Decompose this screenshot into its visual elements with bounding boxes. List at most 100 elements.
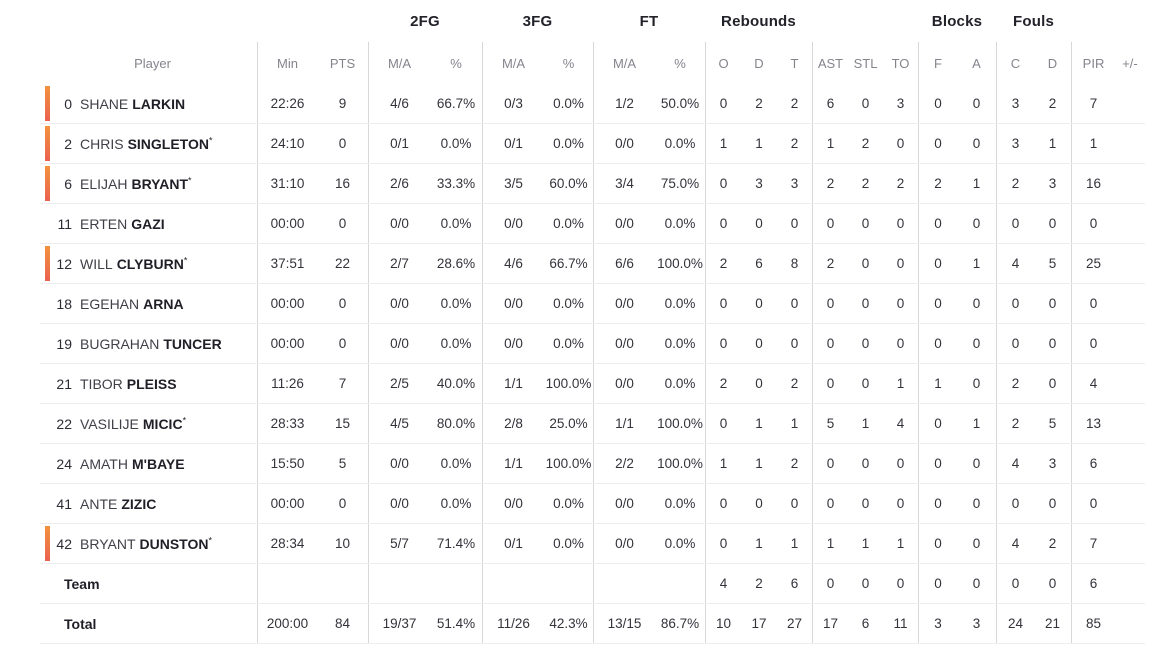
stat-cell-fg2-pct: 28.6% [436, 256, 476, 271]
player-cell[interactable]: 21 TIBOR PLEISS [40, 364, 257, 403]
stat-cell-to: 11 [893, 616, 908, 631]
stat-cell-pts: 10 [334, 536, 351, 551]
stat-cell-ft-ma: 6/6 [593, 244, 655, 283]
player-first-name: SHANE [80, 95, 129, 112]
stat-cell-reb-d: 1 [755, 536, 763, 551]
on-court-indicator [45, 86, 50, 121]
stat-cell-ast: 6 [812, 84, 848, 123]
stat-cell-ft-pct [655, 564, 705, 603]
stat-cell-reb-d: 0 [755, 496, 763, 511]
stat-cell-fg2-pct: 40.0% [436, 376, 476, 391]
player-cell[interactable]: 41 ANTE ZIZIC [40, 484, 257, 523]
player-row-11[interactable]: 11 ERTEN GAZI 00:00 0 0/0 0.0% 0/0 0.0% 0/0 0.0%… [40, 204, 1145, 244]
stat-cell-stl: 0 [861, 376, 870, 391]
group-label-2fg: 2FG [410, 12, 440, 30]
player-cell[interactable]: 42 BRYANT DUNSTON* [40, 524, 257, 563]
player-cell[interactable]: 6 ELIJAH BRYANT* [40, 164, 257, 203]
stat-cell-fg2-pct: 33.3% [436, 176, 476, 191]
stat-cell-blk-a: 0 [972, 496, 981, 511]
player-cell[interactable]: 0 SHANE LARKIN [40, 84, 257, 123]
stat-cell-pir: 6 [1071, 564, 1115, 603]
player-row-0[interactable]: 0 SHANE LARKIN 22:26 9 4/6 66.7% 0/3 0.0% 1/2 50… [40, 84, 1145, 124]
player-name: SHANE LARKIN [80, 96, 185, 112]
stat-cell-ast: 1 [812, 124, 848, 163]
stat-cell-reb-t: 2 [790, 376, 799, 391]
stat-cell-fg2-pct: 0.0% [440, 296, 472, 311]
jersey-number: 18 [56, 295, 72, 312]
stat-cell-fg2-pct: 0.0% [440, 456, 472, 471]
player-row-19[interactable]: 19 BUGRAHAN TUNCER 00:00 0 0/0 0.0% 0/0 0.0% 0/… [40, 324, 1145, 364]
stat-cell-fg3-pct: 60.0% [549, 176, 588, 191]
stat-cell-fg3-pct: 66.7% [549, 256, 588, 271]
stat-cell-fg2-ma: 2/6 [368, 164, 430, 203]
player-first-name: ERTEN [80, 215, 128, 232]
stat-cell-to: 2 [896, 176, 905, 191]
player-cell[interactable]: 12 WILL CLYBURN* [40, 244, 257, 283]
player-last-name: CLYBURN [116, 255, 184, 272]
boxscore-table: 2FG 3FG FT Rebounds Blocks Fouls Player … [40, 0, 1145, 644]
row-label: Total [64, 615, 97, 632]
stat-cell-foul-c: 4 [996, 244, 1034, 283]
stat-cell-blk-a: 0 [972, 336, 981, 351]
stat-cell-ft-ma: 0/0 [593, 204, 655, 243]
stat-cell-min: 200:00 [257, 604, 317, 643]
player-row-21[interactable]: 21 TIBOR PLEISS 11:26 7 2/5 40.0% 1/1 100.0% 0/… [40, 364, 1145, 404]
column-header-3fg-ma: M/A [482, 42, 544, 84]
player-row-6[interactable]: 6 ELIJAH BRYANT* 31:10 16 2/6 33.3% 3/5 60.0% 3… [40, 164, 1145, 204]
player-row-22[interactable]: 22 VASILIJE MICIC* 28:33 15 4/5 80.0% 2/8 25.0… [40, 404, 1145, 444]
player-cell[interactable]: 11 ERTEN GAZI [40, 204, 257, 243]
stat-cell-fg2-ma: 4/6 [368, 84, 430, 123]
stat-cell-fg3-ma: 1/1 [482, 364, 544, 403]
player-row-42[interactable]: 42 BRYANT DUNSTON* 28:34 10 5/7 71.4% 0/1 0.0%… [40, 524, 1145, 564]
stat-cell-foul-c: 0 [996, 204, 1034, 243]
stat-cell-pir: 16 [1071, 164, 1115, 203]
stat-cell-plus-minus [1115, 204, 1145, 243]
stat-cell-ast: 0 [812, 324, 848, 363]
jersey-number: 22 [56, 415, 72, 432]
stat-cell-ft-ma: 0/0 [593, 324, 655, 363]
stat-cell-plus-minus [1115, 484, 1145, 523]
stat-cell-blk-f: 0 [918, 284, 957, 323]
stat-cell-min: 28:33 [257, 404, 317, 443]
stat-cell-ft-ma: 3/4 [593, 164, 655, 203]
group-label-rebounds: Rebounds [721, 12, 796, 30]
stat-cell-plus-minus [1115, 324, 1145, 363]
stat-cell-stl: 0 [861, 576, 870, 591]
player-cell[interactable]: 19 BUGRAHAN TUNCER [40, 324, 257, 363]
column-header-2fg-ma: M/A [368, 42, 430, 84]
player-row-12[interactable]: 12 WILL CLYBURN* 37:51 22 2/7 28.6% 4/6 66.7% 6… [40, 244, 1145, 284]
stat-cell-min: 00:00 [257, 484, 317, 523]
player-row-2[interactable]: 2 CHRIS SINGLETON* 24:10 0 0/1 0.0% 0/1 0.0% 0/… [40, 124, 1145, 164]
stat-cell-reb-t: 0 [790, 496, 799, 511]
stat-cell-plus-minus [1115, 164, 1145, 203]
player-cell[interactable]: 18 EGEHAN ARNA [40, 284, 257, 323]
stat-cell-fg3-ma: 4/6 [482, 244, 544, 283]
stat-cell-fg2-pct: 0.0% [440, 496, 472, 511]
stat-cell-fg3-ma: 0/0 [482, 484, 544, 523]
stat-cell-stl: 6 [861, 616, 870, 631]
stat-cell-ast: 2 [812, 164, 848, 203]
stat-cell-fg3-ma: 0/1 [482, 524, 544, 563]
stat-cell-pts: 9 [338, 96, 347, 111]
stat-cell-ft-pct: 0.0% [664, 136, 696, 151]
player-cell[interactable]: 22 VASILIJE MICIC* [40, 404, 257, 443]
stat-cell-ft-pct: 100.0% [657, 416, 703, 431]
stat-cell-fg2-ma: 0/0 [368, 204, 430, 243]
player-row-18[interactable]: 18 EGEHAN ARNA 00:00 0 0/0 0.0% 0/0 0.0% 0/0 0.0… [40, 284, 1145, 324]
player-cell[interactable]: 24 AMATH M'BAYE [40, 444, 257, 483]
player-cell[interactable]: 2 CHRIS SINGLETON* [40, 124, 257, 163]
stat-cell-foul-d: 0 [1048, 336, 1057, 351]
column-header-row: Player Min PTS M/A % M/A % M/A % O D T A… [40, 42, 1145, 84]
stat-cell-fg2-pct: 80.0% [436, 416, 476, 431]
player-first-name: BUGRAHAN [80, 335, 160, 352]
stat-cell-pir: 25 [1071, 244, 1115, 283]
stat-cell-reb-o: 0 [705, 164, 741, 203]
stat-cell-ft-ma: 0/0 [593, 524, 655, 563]
column-header-blk-a: A [972, 55, 981, 71]
player-last-name: BRYANT [131, 175, 188, 192]
player-row-41[interactable]: 41 ANTE ZIZIC 00:00 0 0/0 0.0% 0/0 0.0% 0/0 0.0%… [40, 484, 1145, 524]
player-row-24[interactable]: 24 AMATH M'BAYE 15:50 5 0/0 0.0% 1/1 100.0% 2/2… [40, 444, 1145, 484]
stat-cell-reb-o: 1 [705, 124, 741, 163]
player-name: WILL CLYBURN* [80, 255, 187, 272]
stat-cell-blk-a: 0 [972, 376, 981, 391]
